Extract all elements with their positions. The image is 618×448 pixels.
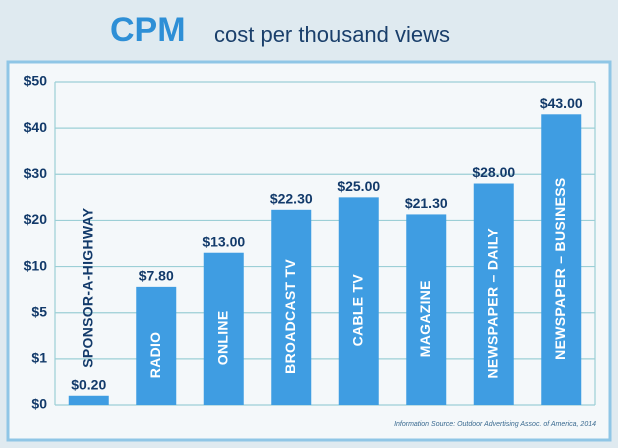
category-label: NEWSPAPER – BUSINESS [552,177,568,359]
y-tick-label: $50 [24,73,48,89]
bar [68,395,109,405]
value-label: $43.00 [540,95,583,111]
category-label: BROADCAST TV [282,259,298,374]
bar [473,183,514,405]
bar [406,214,447,405]
bar [271,209,312,405]
y-tick-label: $40 [24,119,48,135]
bar [136,286,177,405]
bar [338,197,379,405]
value-label: $25.00 [337,178,380,194]
y-tick-label: $0 [31,396,47,412]
category-label: RADIO [147,332,163,379]
y-tick-label: $1 [31,350,47,366]
category-label: ONLINE [214,311,230,366]
chart-title: CPM [110,11,186,49]
value-label: $21.30 [405,195,448,211]
bar [203,252,244,405]
chart-subtitle: cost per thousand views [214,22,450,47]
value-label: $13.00 [202,233,245,249]
source-note: Information Source: Outdoor Advertising … [394,421,596,428]
y-tick-label: $20 [24,211,48,227]
bar [541,114,582,406]
value-label: $0.20 [71,376,106,392]
value-label: $7.80 [139,268,174,284]
value-label: $22.30 [270,191,313,207]
y-tick-label: $10 [24,257,48,273]
category-label: MAGAZINE [417,280,433,357]
value-label: $28.00 [472,164,515,180]
category-label: NEWSPAPER – DAILY [484,228,500,379]
y-tick-label: $5 [31,303,47,319]
y-tick-label: $30 [24,165,48,181]
category-label: CABLE TV [349,274,365,347]
category-label: SPONSOR-A-HIGHWAY [79,207,95,368]
